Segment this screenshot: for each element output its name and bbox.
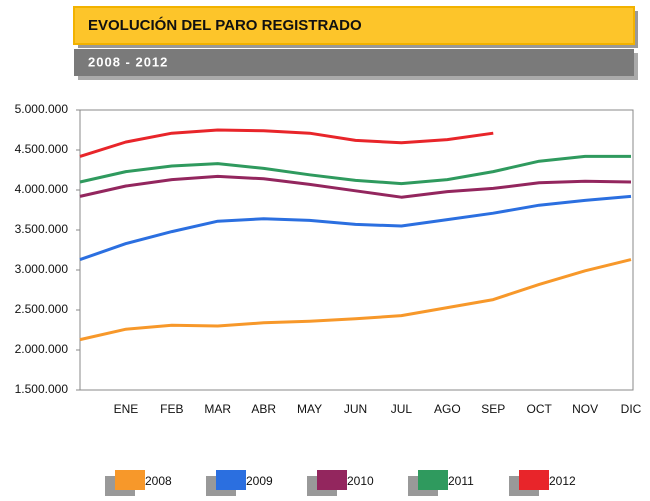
series-line	[79, 258, 632, 342]
legend-label: 2009	[246, 474, 273, 488]
y-tick-label: 4.500.000	[15, 142, 69, 156]
legend-label: 2008	[145, 474, 172, 488]
plot-frame	[79, 109, 634, 391]
series-line	[79, 154, 631, 186]
series-line	[79, 174, 632, 199]
x-tick-label: ABR	[251, 402, 276, 416]
x-tick-label: ENE	[114, 402, 139, 416]
y-tick-label: 5.000.000	[15, 102, 69, 116]
legend-label: 2010	[347, 474, 374, 488]
legend-swatch	[216, 470, 246, 490]
x-tick-label: JUL	[391, 402, 413, 416]
title-banner	[73, 6, 635, 45]
x-tick-label: FEB	[160, 402, 183, 416]
legend-label: 2012	[549, 474, 576, 488]
x-tick-label: SEP	[481, 402, 505, 416]
legend-swatch	[519, 470, 549, 490]
legend-swatch	[115, 470, 145, 490]
x-tick-label: NOV	[572, 402, 598, 416]
legend-swatch	[418, 470, 448, 490]
y-tick-label: 1.500.000	[15, 382, 69, 396]
chart-title: EVOLUCIÓN DEL PARO REGISTRADO	[88, 16, 362, 34]
x-tick-label: DIC	[621, 402, 642, 416]
x-tick-label: AGO	[434, 402, 461, 416]
legend-swatch	[317, 470, 347, 490]
x-tick-label: MAR	[204, 402, 231, 416]
x-tick-label: MAY	[297, 402, 322, 416]
y-tick-label: 2.000.000	[15, 342, 69, 356]
chart-subtitle: 2008 - 2012	[88, 54, 168, 69]
subtitle-banner	[74, 49, 634, 76]
legend-label: 2011	[448, 474, 474, 488]
y-tick-label: 3.000.000	[15, 262, 69, 276]
series-line	[79, 194, 632, 262]
y-tick-label: 2.500.000	[15, 302, 69, 316]
y-tick-label: 4.000.000	[15, 182, 69, 196]
x-tick-label: JUN	[344, 402, 367, 416]
series-line	[79, 128, 494, 158]
x-tick-label: OCT	[526, 402, 552, 416]
y-tick-label: 3.500.000	[15, 222, 69, 236]
